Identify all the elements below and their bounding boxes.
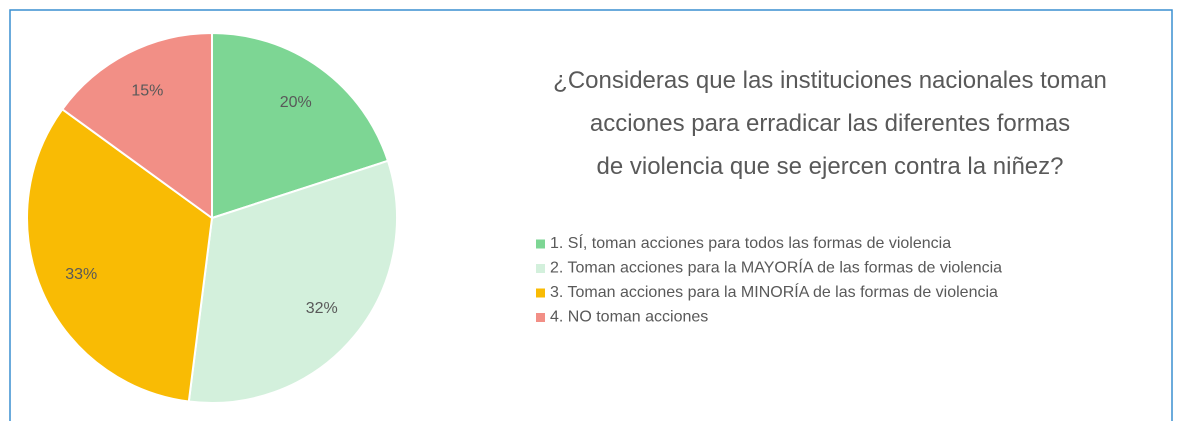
legend-label: 2. Toman acciones para la MAYORÍA de las… bbox=[550, 258, 1002, 277]
pie-slice bbox=[26, 107, 214, 403]
frame bbox=[9, 9, 1173, 421]
data-label: 15% bbox=[131, 82, 163, 99]
legend-label: 4. NO toman acciones bbox=[550, 309, 708, 326]
legend-swatch bbox=[536, 239, 545, 249]
pie-slice bbox=[60, 31, 213, 220]
chart-title-text: ¿Consideras que las instituciones nacion… bbox=[553, 67, 1107, 180]
legend-swatch bbox=[536, 288, 545, 298]
data-label: 33% bbox=[65, 266, 97, 283]
legend-swatch bbox=[536, 313, 545, 322]
data-label: 32% bbox=[306, 300, 338, 317]
legend-swatch bbox=[536, 264, 545, 273]
pie-slice bbox=[187, 159, 398, 404]
data-label: 20% bbox=[280, 94, 312, 111]
legend-label: 1. SÍ, toman acciones para todos las for… bbox=[550, 233, 951, 252]
pie-slice bbox=[211, 31, 390, 220]
legend-label: 3. Toman acciones para la MINORÍA de las… bbox=[550, 282, 998, 301]
